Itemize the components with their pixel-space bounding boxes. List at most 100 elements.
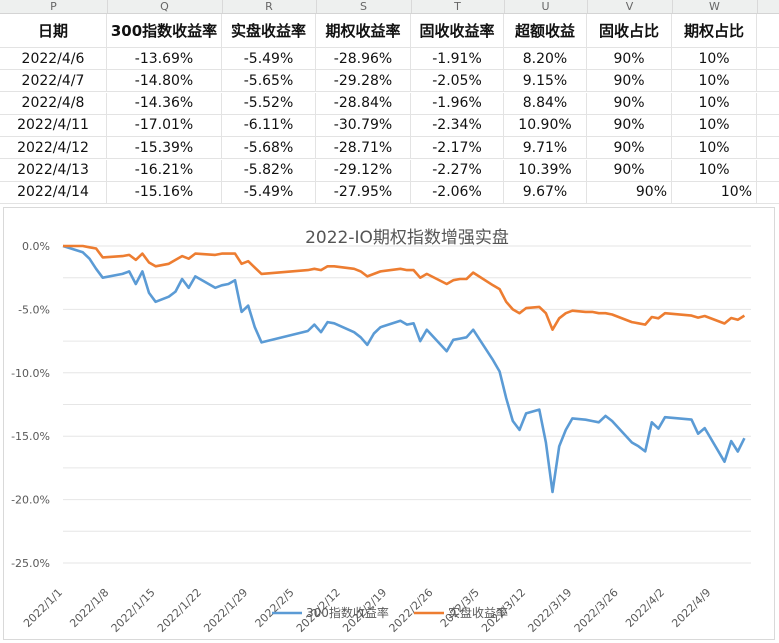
- table-cell[interactable]: -2.06%: [411, 181, 504, 203]
- column-letter-s[interactable]: S: [316, 0, 412, 13]
- y-tick-label: -5.0%: [18, 303, 50, 316]
- table-cell[interactable]: -16.21%: [107, 159, 222, 181]
- table-cell[interactable]: 2022/4/12: [0, 137, 107, 159]
- table-cell[interactable]: 10%: [672, 181, 757, 203]
- table-cell[interactable]: 10.39%: [504, 159, 587, 181]
- table-cell[interactable]: -30.79%: [316, 114, 411, 136]
- table-cell[interactable]: 10%: [672, 92, 757, 114]
- column-letter-w[interactable]: W: [672, 0, 758, 13]
- header-cell[interactable]: 实盘收益率: [222, 14, 316, 47]
- table-cell[interactable]: -28.96%: [316, 48, 411, 69]
- table-cell[interactable]: -2.27%: [411, 159, 504, 181]
- column-letter-u[interactable]: U: [504, 0, 588, 13]
- table-cell[interactable]: -14.36%: [107, 92, 222, 114]
- table-cell[interactable]: -2.34%: [411, 114, 504, 136]
- x-tick-label: 2022/1/22: [155, 586, 204, 635]
- embedded-chart[interactable]: 2022-IO期权指数增强实盘 0.0% -5.0% -10.0% -15.0% -20.…: [3, 207, 775, 640]
- table-cell[interactable]: -14.80%: [107, 70, 222, 92]
- table-cell[interactable]: 2022/4/7: [0, 70, 107, 92]
- table-cell[interactable]: 10%: [672, 48, 757, 69]
- table-cell[interactable]: 10%: [672, 70, 757, 92]
- x-tick-label: 2022/1/8: [67, 586, 111, 630]
- table-cell[interactable]: 9.15%: [504, 70, 587, 92]
- table-cell[interactable]: 90%: [587, 92, 672, 114]
- table-row: 2022/4/14 -15.16% -5.49% -27.95% -2.06% 9.67%…: [0, 181, 779, 204]
- column-letter-r[interactable]: R: [222, 0, 317, 13]
- table-cell[interactable]: 90%: [587, 114, 672, 136]
- x-tick-label: 2022/3/26: [572, 586, 621, 635]
- y-tick-label: -10.0%: [11, 367, 50, 380]
- table-cell[interactable]: 10%: [672, 137, 757, 159]
- table-cell[interactable]: -27.95%: [316, 181, 411, 203]
- x-tick-label: 2022/2/5: [253, 586, 297, 630]
- table-cell[interactable]: 10.90%: [504, 114, 587, 136]
- gridlines: [63, 245, 751, 564]
- table-cell[interactable]: 2022/4/8: [0, 92, 107, 114]
- table-cell[interactable]: -17.01%: [107, 114, 222, 136]
- x-tick-label: 2022/1/15: [109, 586, 158, 635]
- x-tick-label: 2022/3/19: [525, 586, 574, 635]
- series-line-1: [62, 244, 746, 494]
- table-cell[interactable]: -1.91%: [411, 48, 504, 69]
- table-cell[interactable]: -5.52%: [222, 92, 316, 114]
- header-cell[interactable]: 超额收益: [504, 14, 587, 47]
- column-letter-q[interactable]: Q: [107, 0, 223, 13]
- table-cell[interactable]: 2022/4/14: [0, 181, 107, 203]
- series-line-2: [63, 244, 746, 331]
- table-cell[interactable]: 2022/4/13: [0, 159, 107, 181]
- x-tick-label: 2022/2/26: [387, 586, 436, 635]
- header-cell[interactable]: 期权收益率: [316, 14, 411, 47]
- table-cell[interactable]: 90%: [587, 137, 672, 159]
- table-row: 2022/4/8 -14.36% -5.52% -28.84% -1.96% 8.84% 9…: [0, 92, 779, 115]
- y-tick-label: 0.0%: [22, 240, 50, 253]
- table-cell[interactable]: -5.65%: [222, 70, 316, 92]
- table-cell[interactable]: 90%: [587, 159, 672, 181]
- table-cell[interactable]: -15.39%: [107, 137, 222, 159]
- table-row: 2022/4/6 -13.69% -5.49% -28.96% -1.91% 8.20% 9…: [0, 48, 779, 70]
- legend-label: 实盘收益率: [448, 605, 508, 620]
- table-cell[interactable]: -2.05%: [411, 70, 504, 92]
- y-tick-label: -20.0%: [11, 494, 50, 507]
- table-cell[interactable]: 2022/4/6: [0, 48, 107, 69]
- column-letter-p[interactable]: P: [0, 0, 108, 13]
- table-cell[interactable]: -29.28%: [316, 70, 411, 92]
- table-cell[interactable]: -29.12%: [316, 159, 411, 181]
- header-row: 日期 300指数收益率 实盘收益率 期权收益率 固收收益率 超额收益 固收占比 期权占比: [0, 14, 779, 48]
- table-cell[interactable]: 8.84%: [504, 92, 587, 114]
- header-cell[interactable]: 期权占比: [672, 14, 757, 47]
- table-cell[interactable]: -6.11%: [222, 114, 316, 136]
- header-cell[interactable]: 300指数收益率: [107, 14, 222, 47]
- header-cell[interactable]: 固收收益率: [411, 14, 504, 47]
- column-letter-t[interactable]: T: [411, 0, 505, 13]
- table-cell[interactable]: 9.67%: [504, 181, 587, 203]
- table-cell[interactable]: 8.20%: [504, 48, 587, 69]
- y-tick-label: -15.0%: [11, 430, 50, 443]
- table-cell[interactable]: 90%: [587, 48, 672, 69]
- table-cell[interactable]: 9.71%: [504, 137, 587, 159]
- table-cell[interactable]: 2022/4/11: [0, 114, 107, 136]
- table-cell[interactable]: -5.68%: [222, 137, 316, 159]
- table-cell[interactable]: -15.16%: [107, 181, 222, 203]
- header-cell[interactable]: 日期: [0, 14, 107, 47]
- column-letter-v[interactable]: V: [587, 0, 673, 13]
- table-cell[interactable]: 90%: [587, 70, 672, 92]
- table-cell[interactable]: 90%: [587, 181, 672, 203]
- table-row: 2022/4/12 -15.39% -5.68% -28.71% -2.17% 9.71%…: [0, 137, 779, 160]
- table-row: 2022/4/7 -14.80% -5.65% -29.28% -2.05% 9.15% 9…: [0, 70, 779, 93]
- header-cell[interactable]: 固收占比: [587, 14, 672, 47]
- table-cell[interactable]: -13.69%: [107, 48, 222, 69]
- table-cell[interactable]: 10%: [672, 114, 757, 136]
- legend-label: 300指数收益率: [306, 605, 389, 620]
- table-cell[interactable]: -5.82%: [222, 159, 316, 181]
- y-tick-label: -25.0%: [11, 557, 50, 570]
- x-tick-label: 2022/4/9: [669, 586, 713, 630]
- table-cell[interactable]: -1.96%: [411, 92, 504, 114]
- table-cell[interactable]: -28.84%: [316, 92, 411, 114]
- table-cell[interactable]: 10%: [672, 159, 757, 181]
- table-cell[interactable]: -5.49%: [222, 48, 316, 69]
- table-cell[interactable]: -2.17%: [411, 137, 504, 159]
- table-cell[interactable]: -5.49%: [222, 181, 316, 203]
- table-cell[interactable]: -28.71%: [316, 137, 411, 159]
